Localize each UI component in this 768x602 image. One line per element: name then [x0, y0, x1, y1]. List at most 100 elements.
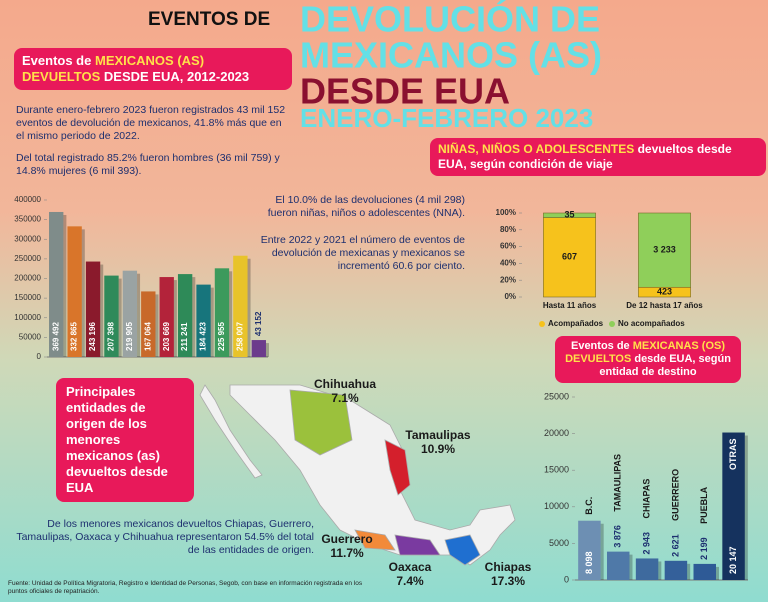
bar-segment [543, 212, 596, 218]
state-name: Guerrero [321, 532, 372, 546]
y-tick-label: 20000 [544, 428, 569, 438]
box-text: Eventos de [22, 53, 92, 68]
bar-side [192, 277, 196, 357]
box-text: DESDE EUA, 2012-2023 [103, 69, 250, 84]
y-tick-label: 150000 [14, 293, 41, 302]
bar-side [715, 566, 719, 580]
y-tick-label: 25000 [544, 391, 569, 401]
title-line: DEVOLUCIÓN DE [300, 0, 600, 40]
bar [251, 340, 266, 357]
y-tick-label: 200000 [14, 274, 41, 283]
y-tick-label: 0% [504, 292, 516, 301]
bar-side [63, 214, 67, 357]
value-label: 3 876 [613, 525, 623, 548]
y-tick-label: 10000 [544, 501, 569, 511]
state-oaxaca [394, 534, 441, 556]
title-line: MEXICANOS (AS) [300, 35, 602, 76]
bar [196, 284, 211, 357]
bar [67, 226, 82, 357]
paragraph: Del total registrado 85.2% fueron hombre… [16, 152, 280, 177]
left-title-box: Eventos de MEXICANOS (AS) DEVUELTOS DESD… [14, 48, 292, 90]
box-text: MEXICANOS (AS) [94, 53, 205, 68]
bar-side [229, 271, 233, 357]
box-text: MEXICANAS (OS) DEVUELTOS [565, 340, 726, 365]
value-label: 43 152 [254, 311, 263, 336]
value-label: 2 621 [670, 534, 680, 557]
bar [722, 432, 745, 580]
value-label: 2 199 [699, 537, 709, 560]
state-guerrero [354, 529, 396, 551]
bar [104, 275, 119, 357]
title-line: DESDE EUA [300, 71, 510, 112]
bar [693, 563, 716, 580]
category-label: GUERRERO [670, 469, 680, 521]
y-tick-label: 60% [500, 242, 516, 251]
legend-label: Acompañados [548, 319, 604, 328]
bar [607, 551, 630, 580]
box-text: devueltos desde EUA, según condición de … [438, 142, 732, 171]
source: Fuente: Unidad de Política Migratoria, R… [8, 580, 363, 595]
y-tick-label: 300000 [14, 234, 41, 243]
bar [122, 270, 138, 357]
y-tick-label: 400000 [14, 195, 41, 204]
y-tick-label: 0 [564, 574, 569, 584]
bar-side [744, 435, 748, 580]
title-line: ENERO-FEBRERO 2023 [300, 103, 593, 133]
state-name: Chihuahua [314, 377, 376, 391]
category-label: OTRAS [728, 439, 738, 471]
bar-side [687, 563, 691, 580]
value-label: 607 [562, 252, 577, 262]
bar [141, 291, 156, 357]
bar [159, 277, 174, 357]
bar-side [210, 287, 214, 357]
bar-side [265, 343, 269, 357]
box-text: DEVUELTOS [22, 69, 101, 84]
state-name: Chiapas [485, 560, 532, 574]
state-name: Tamaulipas [405, 428, 470, 442]
map-note: De los menores mexicanos devueltos Chiap… [16, 518, 314, 556]
state-share: 17.3% [491, 574, 525, 588]
bar [635, 558, 659, 580]
value-label: 20 147 [728, 546, 738, 574]
box-text: NIÑAS, NIÑOS O ADOLESCENTES [438, 142, 635, 156]
value-label: 219 905 [125, 322, 134, 351]
value-label: 243 196 [88, 322, 97, 351]
legend-label: No acompañados [618, 319, 685, 328]
bar [233, 255, 248, 357]
y-tick-label: 20% [500, 275, 516, 284]
value-label: 8 098 [584, 551, 594, 574]
paragraph: El 10.0% de las devoluciones (4 mil 298)… [267, 194, 465, 219]
state-share: 11.7% [330, 546, 364, 560]
kicker: EVENTOS DE [148, 9, 270, 30]
bar [49, 211, 64, 357]
y-tick-label: 15000 [544, 465, 569, 475]
value-label: 35 [564, 210, 574, 220]
map [199, 384, 516, 566]
state-share: 10.9% [421, 442, 455, 456]
bar-segment [638, 212, 691, 288]
bar [85, 261, 101, 357]
bar-segment [543, 217, 596, 298]
origin-title-box: Principales entidades de origen de los m… [56, 378, 194, 502]
state-share: 7.1% [331, 391, 359, 405]
baja-california [199, 384, 263, 479]
value-label: 332 865 [70, 322, 79, 351]
y-tick-label: 100000 [14, 313, 41, 322]
bar-side [155, 294, 159, 357]
value-label: 167 064 [143, 322, 152, 351]
category-label: PUEBLA [699, 486, 709, 524]
value-label: 203 669 [162, 322, 171, 351]
category-label: Hasta 11 años [543, 301, 597, 310]
value-label: 3 233 [653, 245, 676, 255]
bar-side [173, 280, 177, 357]
value-label: 225 955 [217, 322, 226, 351]
bar [177, 274, 193, 357]
state-name: Oaxaca [389, 560, 432, 574]
y-tick-label: 100% [496, 208, 516, 217]
bar-side [247, 258, 251, 357]
legend-swatch [539, 321, 545, 327]
state-chihuahua [289, 389, 353, 456]
category-label: TAMAULIPAS [613, 454, 623, 512]
box-text: Eventos de [570, 340, 630, 352]
category-label: CHIAPAS [641, 479, 651, 519]
